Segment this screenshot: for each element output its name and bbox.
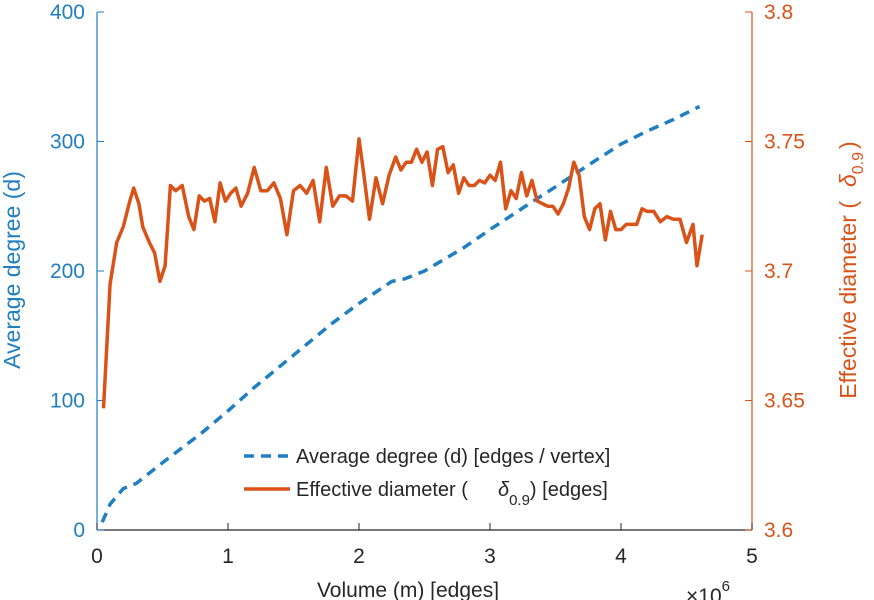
series-line-average-degree — [100, 104, 701, 523]
x-tick-label: 5 — [746, 545, 758, 568]
y-right-tick-label: 3.6 — [764, 519, 793, 542]
legend: Average degree (d) [edges / vertex] Effe… — [244, 446, 610, 509]
x-axis-label: Volume (m) [edges] — [317, 579, 499, 600]
y-axis-left-label: Average degree (d) — [0, 171, 25, 369]
y-left-tick-label: 0 — [73, 519, 85, 542]
y-left-tick-label: 400 — [50, 1, 85, 24]
x-tick-label: 4 — [615, 545, 627, 568]
y-left-tick-label: 300 — [50, 131, 85, 154]
y-right-tick-label: 3.65 — [764, 390, 805, 413]
y-axis-right-label: Effective diameter (δ0.9) — [835, 141, 867, 398]
x-tick-label: 3 — [484, 545, 496, 568]
x-tick-label: 0 — [91, 545, 103, 568]
legend-label-average-degree: Average degree (d) [edges / vertex] — [296, 446, 610, 468]
x-multiplier-label: ×106 — [686, 578, 730, 600]
x-tick-label: 2 — [353, 545, 365, 568]
y-right-tick-label: 3.75 — [764, 131, 805, 154]
axes-group: 0 1 2 3 4 5 0 100 200 300 400 3.6 3.65 3.7 3.75 3.8 — [50, 1, 805, 568]
y-left-tick-label: 100 — [50, 390, 85, 413]
x-tick-label: 1 — [222, 545, 234, 568]
series-layer — [100, 104, 704, 523]
y-right-tick-label: 3.7 — [764, 260, 793, 283]
series-line-effective-diameter — [101, 137, 704, 409]
legend-label-effective-diameter: Effective diameter (δ0.9) [edges] — [296, 479, 608, 509]
y-right-tick-label: 3.8 — [764, 1, 793, 24]
y-left-tick-label: 200 — [50, 260, 85, 283]
